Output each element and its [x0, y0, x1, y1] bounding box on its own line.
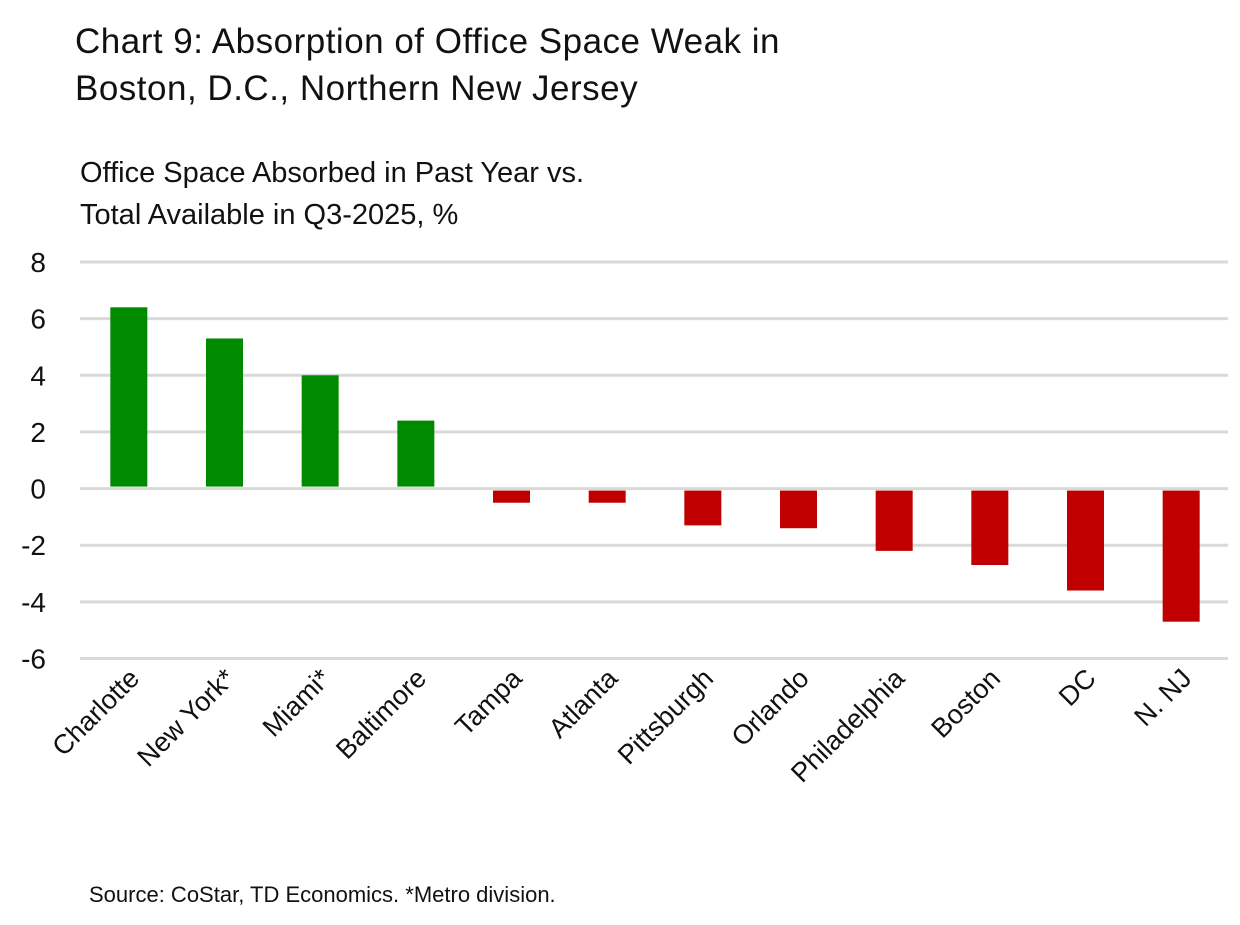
y-tick-label: 4	[30, 360, 46, 391]
y-tick-label: -6	[21, 644, 46, 675]
bar-atlanta	[588, 490, 626, 503]
bar-new-york	[206, 338, 243, 487]
y-tick-label: -2	[21, 530, 46, 561]
y-axis-label-line-1: Office Space Absorbed in Past Year vs.	[80, 157, 585, 189]
x-tick-label: Tampa	[449, 662, 528, 741]
bar-charlotte	[110, 307, 148, 487]
bar-baltimore	[397, 420, 435, 487]
y-tick-label: 0	[30, 474, 46, 505]
x-tick-label: Miami*	[257, 663, 337, 743]
bar-orlando	[780, 490, 817, 529]
y-tick-label: 6	[30, 304, 46, 335]
x-tick-label: Atlanta	[543, 662, 624, 743]
bar-boston	[971, 490, 1009, 566]
x-tick-label: N. NJ	[1128, 663, 1197, 732]
source-note: Source: CoStar, TD Economics. *Metro div…	[89, 882, 556, 907]
x-tick-label: New York*	[131, 663, 241, 773]
x-tick-label: Baltimore	[330, 663, 432, 765]
x-tick-label: Boston	[925, 663, 1006, 744]
x-tick-label: Orlando	[726, 663, 815, 752]
bar-miami	[301, 375, 339, 487]
title-line-2: Boston, D.C., Northern New Jersey	[75, 69, 639, 108]
bar-pittsburgh	[684, 490, 722, 526]
bar-philadelphia	[875, 490, 913, 551]
x-tick-label: Pittsburgh	[612, 663, 719, 770]
y-axis-label: Office Space Absorbed in Past Year vs. T…	[80, 152, 584, 236]
title-line-1: Chart 9: Absorption of Office Space Weak…	[75, 22, 781, 61]
x-tick-label: DC	[1053, 663, 1102, 712]
bar-tampa	[493, 490, 530, 503]
y-axis-label-line-2: Total Available in Q3-2025, %	[80, 199, 459, 231]
bar-n-nj	[1162, 490, 1200, 622]
y-tick-label: 8	[30, 247, 46, 278]
bar-dc	[1067, 490, 1104, 591]
x-tick-label: Charlotte	[46, 663, 145, 762]
y-tick-label: 2	[30, 417, 46, 448]
chart-title: Chart 9: Absorption of Office Space Weak…	[75, 18, 780, 112]
y-tick-label: -4	[21, 587, 46, 618]
